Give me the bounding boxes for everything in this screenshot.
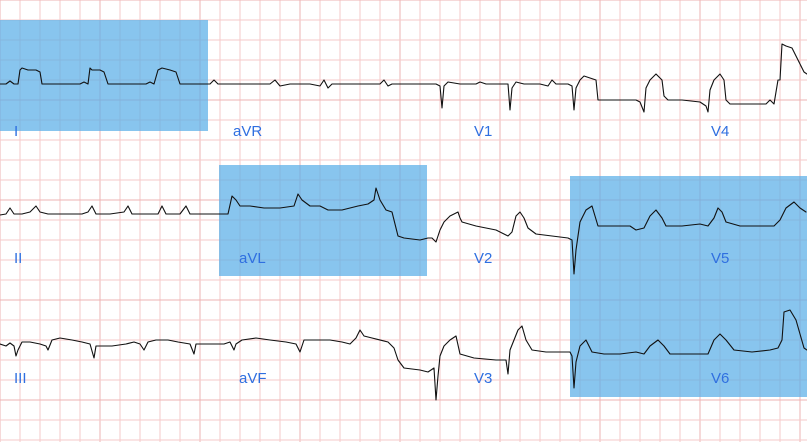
lead-label-avr: aVR (233, 123, 263, 140)
highlight-region-lead-avl (219, 165, 427, 276)
lead-label-v3: V3 (474, 370, 493, 387)
ecg-trace-row-1 (0, 43, 807, 113)
lead-label-iii: III (14, 370, 27, 387)
ecg-trace-row-2 (0, 187, 807, 275)
lead-label-avl: aVL (239, 250, 266, 267)
ecg-trace-row-3 (0, 309, 807, 401)
lead-label-v1: V1 (474, 123, 493, 140)
lead-label-i: I (14, 123, 19, 140)
lead-label-v6: V6 (711, 370, 730, 387)
highlight-region-leads-v5-v6 (570, 176, 807, 397)
highlight-region-lead-i (0, 20, 208, 131)
lead-label-v4: V4 (711, 123, 730, 140)
lead-label-avf: aVF (239, 370, 267, 387)
lead-label-ii: II (14, 250, 23, 267)
lead-label-v2: V2 (474, 250, 493, 267)
lead-label-v5: V5 (711, 250, 730, 267)
